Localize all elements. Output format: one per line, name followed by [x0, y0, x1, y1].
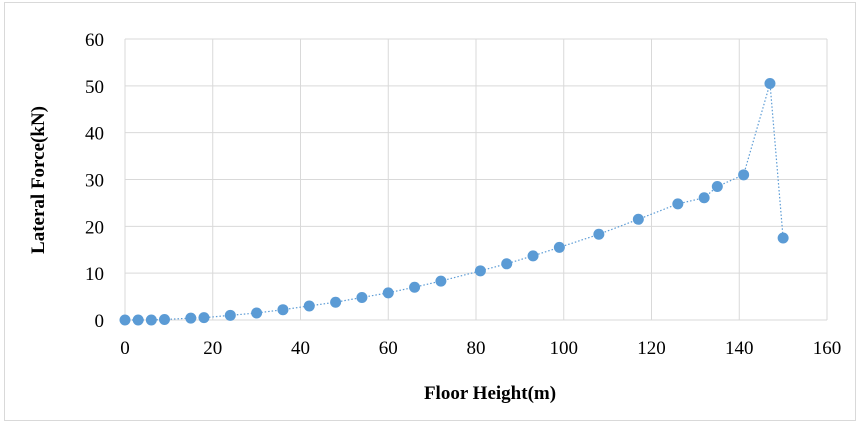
data-point: [356, 292, 368, 304]
data-point: [277, 304, 289, 316]
grid: [124, 38, 828, 321]
data-point: [474, 265, 486, 277]
x-tick-label: 80: [467, 338, 486, 359]
x-tick-label: 120: [637, 338, 666, 359]
y-axis-title: Lateral Force(kN): [28, 106, 49, 254]
data-points: [119, 77, 789, 326]
data-point: [330, 296, 342, 308]
data-point: [698, 192, 710, 204]
y-tick-label: 50: [85, 77, 104, 98]
chart-area: [4, 2, 856, 421]
data-point: [224, 309, 236, 321]
data-point: [409, 281, 421, 293]
data-point: [593, 228, 605, 240]
data-point: [251, 307, 263, 319]
data-point: [764, 77, 776, 89]
y-tick-label: 10: [85, 264, 104, 285]
data-point: [185, 312, 197, 324]
data-point: [132, 314, 144, 326]
data-point: [527, 250, 539, 262]
x-tick-label: 40: [291, 338, 310, 359]
data-point: [145, 314, 157, 326]
data-point: [435, 275, 447, 287]
data-point: [672, 198, 684, 210]
series-line: [125, 83, 784, 321]
data-point: [553, 241, 565, 253]
data-point: [303, 300, 315, 312]
x-tick-label: 0: [120, 338, 130, 359]
data-point: [119, 314, 131, 326]
x-tick-label: 160: [813, 338, 842, 359]
x-tick-label: 140: [725, 338, 754, 359]
data-point: [501, 258, 513, 270]
data-point: [632, 213, 644, 225]
y-axis-ticks: 0 10 20 30 40 50 60: [85, 30, 104, 332]
x-axis-ticks: 0 20 40 60 80 100 120 140 160: [120, 338, 841, 359]
data-point: [198, 312, 210, 324]
x-axis-title: Floor Height(m): [424, 383, 556, 404]
y-tick-label: 30: [85, 171, 104, 192]
x-tick-label: 100: [550, 338, 579, 359]
data-point: [738, 169, 750, 181]
y-tick-label: 40: [85, 124, 104, 145]
x-tick-label: 60: [379, 338, 398, 359]
data-point: [158, 314, 170, 326]
y-tick-label: 0: [95, 311, 105, 332]
data-point: [711, 181, 723, 193]
y-tick-label: 20: [85, 217, 104, 238]
data-point: [382, 287, 394, 299]
series-line-path: [125, 83, 784, 321]
data-point: [777, 232, 789, 244]
x-tick-label: 20: [203, 338, 222, 359]
y-tick-label: 60: [85, 30, 104, 51]
